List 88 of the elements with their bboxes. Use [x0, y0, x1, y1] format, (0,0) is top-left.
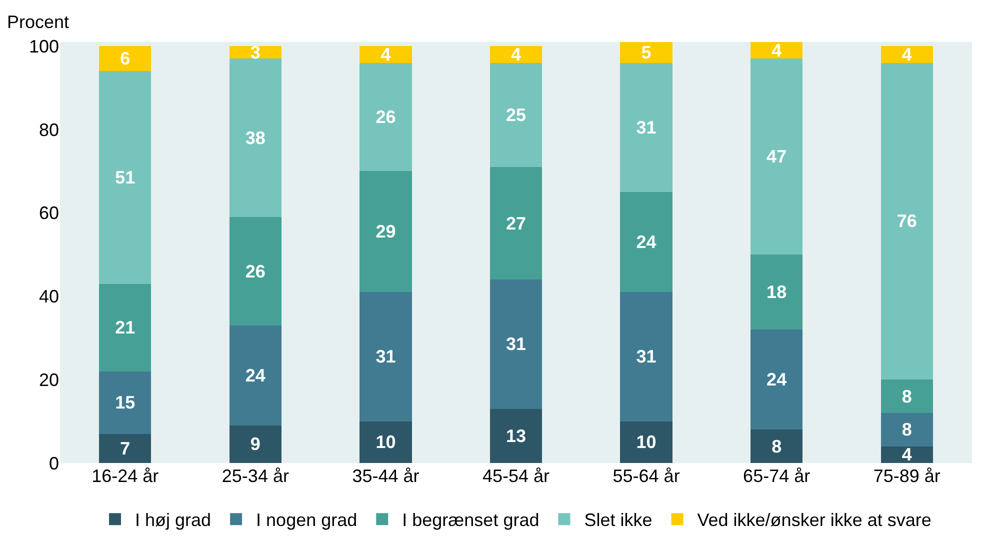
bar: [229, 58, 282, 218]
bar: [99, 284, 152, 372]
bar: [360, 62, 412, 172]
data-label: 4: [772, 40, 782, 60]
data-label: 8: [772, 436, 782, 456]
bar: [229, 325, 282, 426]
y-tick-label: 0: [48, 453, 59, 474]
data-label: 25: [506, 104, 526, 125]
y-tick-label: 60: [38, 203, 59, 224]
data-label: 31: [506, 334, 526, 354]
data-label: 47: [766, 146, 787, 167]
x-tick-label: 75-89 år: [873, 466, 940, 486]
y-tick-label: 20: [38, 370, 59, 390]
bar: [620, 62, 672, 192]
legend-label: I nogen grad: [256, 510, 358, 530]
bar: [620, 192, 672, 292]
data-label: 24: [245, 365, 266, 386]
bar: [99, 71, 152, 284]
bar: [880, 46, 933, 63]
bar: [490, 46, 542, 63]
y-tick-label: 100: [28, 36, 59, 56]
bar: [360, 171, 412, 292]
bar: [750, 254, 803, 330]
bar: [490, 408, 542, 463]
data-label: 4: [510, 44, 522, 65]
x-tick-label: 16-24 år: [92, 466, 159, 486]
x-tick-label: 25-34 år: [222, 466, 289, 486]
data-label: 31: [376, 346, 396, 367]
data-label: 29: [376, 222, 396, 242]
data-label: 7: [120, 438, 130, 458]
data-label: 8: [902, 420, 912, 440]
data-label: 51: [115, 167, 136, 188]
data-label: 13: [506, 426, 526, 446]
data-label: 31: [636, 346, 656, 367]
data-label: 38: [245, 128, 266, 148]
data-label: 4: [380, 44, 391, 65]
data-label: 10: [376, 432, 396, 452]
y-tick-label: 80: [38, 120, 59, 140]
bar: [490, 280, 542, 409]
bar: [750, 430, 803, 463]
data-label: 10: [636, 432, 656, 452]
x-tick-label: 35-44 år: [352, 466, 420, 486]
bar: [229, 217, 282, 326]
bar: [360, 292, 412, 422]
data-label: 6: [120, 48, 130, 69]
data-label: 76: [896, 211, 917, 232]
data-label: 18: [766, 282, 787, 302]
data-label: 26: [376, 107, 396, 128]
y-tick-label: 40: [38, 286, 59, 307]
bar: [360, 46, 412, 63]
data-label: 24: [636, 232, 656, 252]
data-label: 15: [115, 392, 136, 413]
bar: [99, 46, 152, 72]
data-label: 31: [636, 117, 656, 138]
bar: [750, 58, 803, 255]
data-label: 8: [902, 386, 912, 406]
bar: [880, 380, 933, 413]
bar: [490, 62, 542, 168]
data-label: 4: [902, 444, 912, 465]
x-tick-label: 45-54 år: [482, 466, 550, 486]
bar: [229, 425, 282, 463]
bar: [620, 292, 672, 422]
bar: [99, 434, 152, 463]
y-axis-title: Procent: [7, 12, 70, 32]
data-label: 3: [250, 42, 260, 62]
data-label: 5: [641, 42, 652, 62]
data-label: 26: [245, 261, 266, 282]
data-label: 21: [115, 318, 136, 338]
legend-label: I begrænset grad: [402, 510, 540, 530]
data-label: 9: [250, 434, 260, 454]
bar: [620, 421, 672, 463]
data-label: 24: [766, 370, 787, 390]
bar: [750, 330, 803, 430]
data-label: 4: [902, 44, 912, 65]
x-tick-label: 65-74 år: [743, 466, 810, 486]
bar: [750, 42, 803, 59]
x-tick-label: 55-64 år: [612, 466, 680, 486]
bar: [880, 412, 933, 446]
legend-label: I høj grad: [135, 510, 212, 530]
data-label: 27: [506, 213, 526, 234]
bar: [620, 42, 672, 63]
bar: [360, 421, 412, 463]
bar: [99, 371, 152, 434]
bar: [490, 167, 542, 280]
bar: [880, 62, 933, 380]
legend-label: Slet ikke: [584, 510, 652, 530]
bar: [880, 446, 933, 463]
legend-label: Ved ikke/ønsker ikke at svare: [697, 510, 932, 530]
